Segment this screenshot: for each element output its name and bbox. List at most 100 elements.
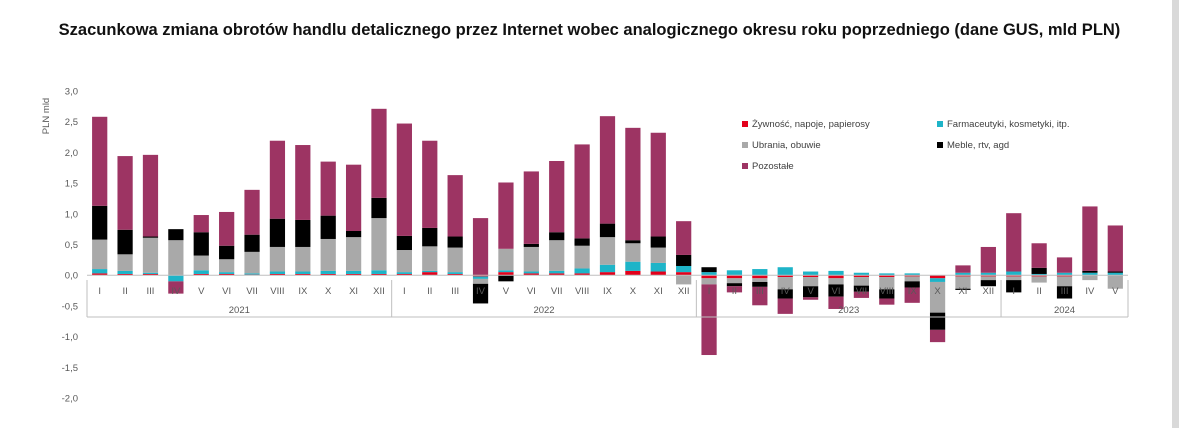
y-tick-label: 3,0 <box>65 87 78 98</box>
y-tick-label: 2,5 <box>65 117 78 128</box>
legend-entry: Żywność, napoje, papierosy <box>752 119 870 130</box>
bar-segment <box>168 275 184 282</box>
bar-segment <box>1031 243 1047 268</box>
bar-segment <box>244 273 260 275</box>
bar-segment <box>549 161 565 233</box>
bar-segment <box>422 227 438 247</box>
bar-segment <box>396 250 412 273</box>
bar-segment <box>853 291 870 298</box>
x-tick-label: XI <box>349 286 358 297</box>
bar-segment <box>828 284 844 297</box>
bar-segment <box>549 270 565 274</box>
x-tick-label: IX <box>298 286 308 297</box>
year-label: 2022 <box>533 305 554 316</box>
bar-segment <box>219 245 235 260</box>
bar-segment <box>320 238 336 271</box>
bar-segment <box>219 272 235 274</box>
y-tick-label: 2,0 <box>65 148 78 159</box>
legend-entry: Meble, rtv, agd <box>947 140 1009 151</box>
bar-segment <box>523 273 539 276</box>
bar-segment <box>676 254 692 266</box>
bar-segment <box>929 329 946 343</box>
bar-segment <box>828 275 844 279</box>
bar-segment <box>879 289 895 299</box>
bar-segment <box>269 246 286 272</box>
bar-segment <box>345 230 362 238</box>
y-tick-label: 0,0 <box>65 271 78 282</box>
bar-segment <box>92 205 108 240</box>
bar-segment <box>295 271 311 274</box>
bar-segment <box>777 277 793 290</box>
bar-segment <box>396 235 412 251</box>
window-right-edge <box>1172 0 1179 428</box>
bar-segment <box>142 237 159 273</box>
bar-segment <box>574 238 590 246</box>
bar-segment <box>828 270 844 276</box>
bar-segment <box>345 270 362 274</box>
bar-segment <box>853 272 870 276</box>
bar-segment <box>1056 286 1073 299</box>
bar-segment <box>269 218 286 247</box>
bar-segment <box>371 197 387 219</box>
legend-entry: Pozostałe <box>752 161 794 172</box>
x-tick-label: VIII <box>575 286 589 297</box>
bar-segment <box>1006 213 1022 272</box>
bar-segment <box>650 271 666 276</box>
bar-segment <box>574 144 590 239</box>
x-tick-label: XII <box>373 286 385 297</box>
bar-segment <box>498 275 514 282</box>
bar-segment <box>879 273 895 276</box>
bar-segment <box>92 273 108 276</box>
bar-segment <box>980 276 996 281</box>
x-tick-label: V <box>198 286 205 297</box>
bar-segment <box>625 243 641 262</box>
bar-segment <box>142 272 159 274</box>
bar-segment <box>396 272 412 274</box>
bar-segment <box>676 221 692 255</box>
y-tick-label: 0,5 <box>65 240 78 251</box>
bar-segment <box>1031 276 1047 283</box>
bar-segment <box>726 286 743 293</box>
bar-segment <box>396 273 412 276</box>
bar-segment <box>269 140 286 219</box>
bar-segment <box>701 275 717 279</box>
bar-segment <box>168 240 184 276</box>
bar-segment <box>625 261 641 271</box>
bar-segment <box>269 271 286 274</box>
bar-segment <box>777 289 793 299</box>
bar-segment <box>1006 275 1022 277</box>
bar-segment <box>92 116 108 206</box>
x-tick-label: VII <box>856 286 868 297</box>
bar-segment <box>523 246 539 272</box>
bar-segment <box>777 267 793 276</box>
bar-segment <box>1082 272 1098 276</box>
x-tick-label: VII <box>551 286 563 297</box>
bar-segment <box>676 265 692 273</box>
bar-segment <box>980 275 996 277</box>
legend-swatch <box>937 121 943 127</box>
bar-segment <box>904 276 920 282</box>
bar-segment <box>599 223 616 238</box>
x-tick-label: II <box>732 286 737 297</box>
x-tick-label: I <box>403 286 406 297</box>
x-tick-label: V <box>503 286 510 297</box>
bar-segment <box>219 273 235 276</box>
bar-segment <box>752 281 768 287</box>
bar-segment <box>980 272 996 276</box>
bar-segment <box>168 281 184 294</box>
bar-segment <box>117 254 133 271</box>
bar-segment <box>371 273 387 276</box>
x-tick-label: II <box>427 286 432 297</box>
bar-segment <box>752 286 768 306</box>
legend-entry: Ubrania, obuwie <box>752 140 821 151</box>
bar-segment <box>777 275 793 278</box>
bar-segment <box>701 272 717 276</box>
bar-segment <box>549 273 565 276</box>
bar-segment <box>472 275 489 277</box>
bar-segment <box>929 281 946 313</box>
bar-segment <box>371 270 387 274</box>
bar-segment <box>320 270 336 274</box>
bar-segment <box>1006 276 1022 281</box>
x-tick-label: IX <box>908 286 918 297</box>
y-tick-label: -1,0 <box>62 332 78 343</box>
